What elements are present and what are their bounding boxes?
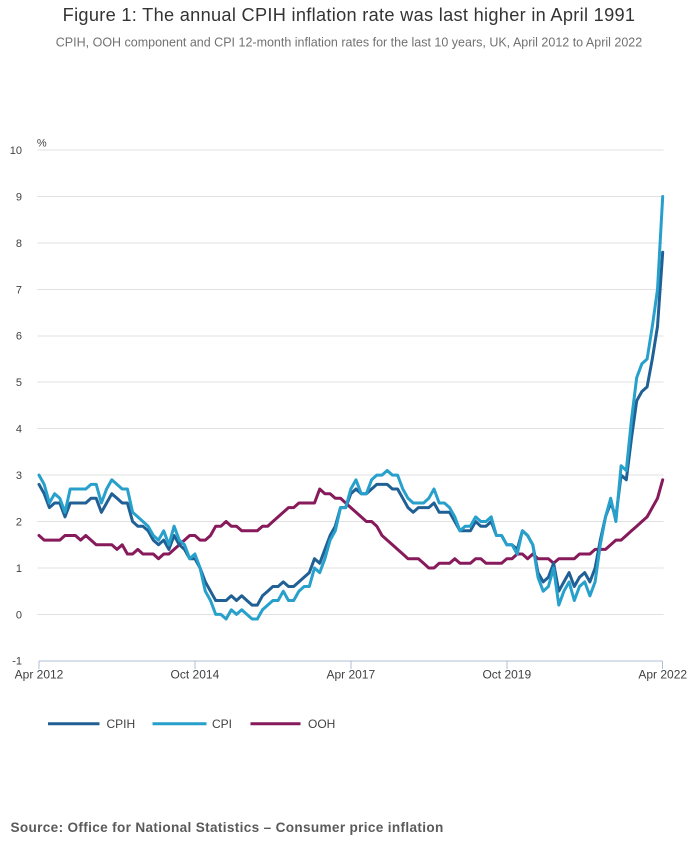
svg-text:CPI: CPI (212, 717, 232, 731)
svg-text:Oct 2014: Oct 2014 (171, 668, 220, 682)
svg-text:Apr 2017: Apr 2017 (326, 668, 375, 682)
svg-text:4: 4 (16, 424, 22, 436)
svg-text:Figure 1: The annual CPIH infl: Figure 1: The annual CPIH inflation rate… (63, 5, 636, 25)
svg-text:7: 7 (16, 284, 22, 296)
svg-text:10: 10 (10, 145, 22, 157)
svg-text:Apr 2012: Apr 2012 (15, 668, 64, 682)
svg-text:8: 8 (16, 238, 22, 250)
svg-text:CPIH: CPIH (107, 717, 136, 731)
svg-text:1: 1 (16, 563, 22, 575)
svg-text:OOH: OOH (308, 717, 335, 731)
svg-text:5: 5 (16, 377, 22, 389)
svg-text:Apr 2022: Apr 2022 (638, 668, 687, 682)
svg-text:-1: -1 (12, 656, 22, 668)
svg-text:0: 0 (16, 609, 22, 621)
svg-text:6: 6 (16, 331, 22, 343)
svg-text:2: 2 (16, 516, 22, 528)
svg-text:CPIH, OOH component and CPI 12: CPIH, OOH component and CPI 12-month inf… (56, 36, 642, 50)
svg-text:%: % (37, 138, 47, 150)
svg-text:9: 9 (16, 191, 22, 203)
svg-text:3: 3 (16, 470, 22, 482)
svg-text:Oct 2019: Oct 2019 (482, 668, 531, 682)
svg-text:Source: Office for National St: Source: Office for National Statistics –… (11, 820, 444, 835)
